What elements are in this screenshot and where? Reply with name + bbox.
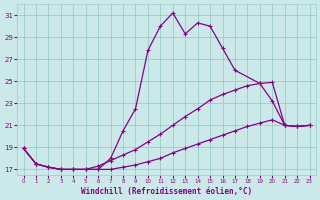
X-axis label: Windchill (Refroidissement éolien,°C): Windchill (Refroidissement éolien,°C) <box>81 187 252 196</box>
